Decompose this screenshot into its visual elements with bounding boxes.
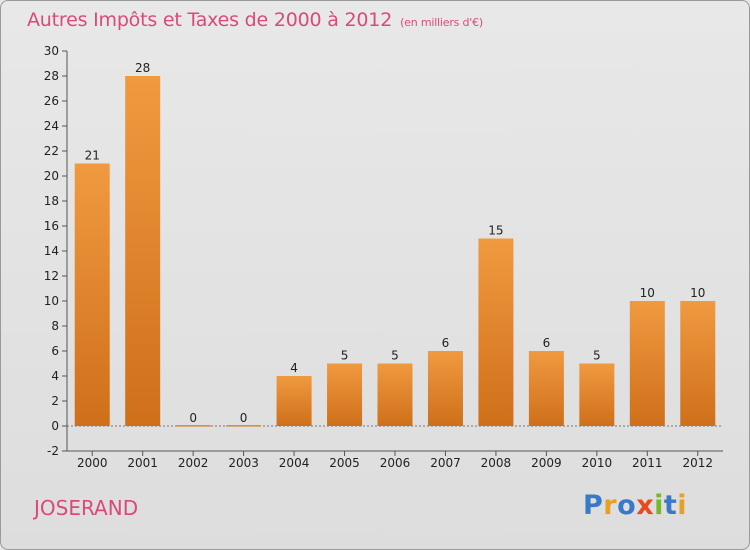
y-tick-label: 10 (44, 294, 59, 308)
bar (629, 301, 665, 426)
y-tick-label: 30 (44, 44, 59, 58)
data-label: 21 (85, 149, 100, 163)
x-tick-label: 2003 (228, 456, 259, 470)
bar (327, 363, 363, 426)
data-label: 28 (135, 61, 150, 75)
y-tick-label: 26 (44, 94, 59, 108)
y-tick-label: 22 (44, 144, 59, 158)
y-tick-label: 4 (51, 369, 59, 383)
data-label: 5 (341, 349, 349, 363)
y-tick-label: 24 (44, 119, 59, 133)
x-tick-label: 2005 (329, 456, 360, 470)
bar (226, 425, 262, 427)
bar (276, 376, 312, 426)
bar (528, 351, 564, 426)
data-label: 6 (442, 336, 450, 350)
x-tick-label: 2001 (127, 456, 158, 470)
y-tick-label: 6 (51, 344, 59, 358)
x-tick-label: 2012 (682, 456, 713, 470)
data-label: 10 (640, 286, 655, 300)
y-tick-label: -2 (47, 444, 59, 458)
y-tick-label: 20 (44, 169, 59, 183)
y-tick-label: 0 (51, 419, 59, 433)
data-label: 5 (391, 349, 399, 363)
bar (680, 301, 716, 426)
bar (478, 238, 514, 426)
brand-letter: x (636, 490, 655, 521)
y-tick-label: 14 (44, 244, 59, 258)
x-tick-label: 2009 (531, 456, 562, 470)
x-tick-label: 2000 (77, 456, 108, 470)
bar (74, 163, 110, 426)
data-label: 0 (189, 411, 197, 425)
brand-letter: r (603, 490, 618, 521)
chart-title: Autres Impôts et Taxes de 2000 à 2012 (en… (27, 9, 483, 31)
data-label: 10 (690, 286, 705, 300)
x-tick-label: 2002 (178, 456, 209, 470)
brand-letter: i (677, 490, 688, 521)
chart-title-text: Autres Impôts et Taxes de 2000 à 2012 (27, 9, 393, 31)
y-tick-label: 28 (44, 69, 59, 83)
chart-subtitle: (en milliers d'€) (400, 16, 483, 29)
x-tick-label: 2008 (481, 456, 512, 470)
bar (175, 425, 211, 427)
y-tick-label: 18 (44, 194, 59, 208)
data-label: 4 (290, 361, 298, 375)
y-tick-label: 8 (51, 319, 59, 333)
bar (377, 363, 413, 426)
bar (427, 351, 463, 426)
x-tick-label: 2006 (380, 456, 411, 470)
y-tick-label: 2 (51, 394, 59, 408)
brand-logo: Proxiti (583, 490, 687, 521)
brand-letter: i (654, 490, 664, 521)
bar (125, 76, 161, 426)
y-tick-label: 12 (44, 269, 59, 283)
data-label: 0 (240, 411, 248, 425)
data-label: 6 (543, 336, 551, 350)
bar (579, 363, 615, 426)
x-tick-label: 2010 (582, 456, 613, 470)
brand-letter: P (583, 490, 604, 521)
y-tick-label: 16 (44, 219, 59, 233)
x-tick-label: 2011 (632, 456, 663, 470)
x-tick-label: 2007 (430, 456, 461, 470)
x-tick-label: 2004 (279, 456, 310, 470)
location-name: JOSERAND (34, 496, 139, 520)
brand-letter: t (663, 490, 678, 521)
data-label: 5 (593, 349, 601, 363)
brand-letter: o (617, 490, 637, 521)
data-label: 15 (488, 224, 503, 238)
